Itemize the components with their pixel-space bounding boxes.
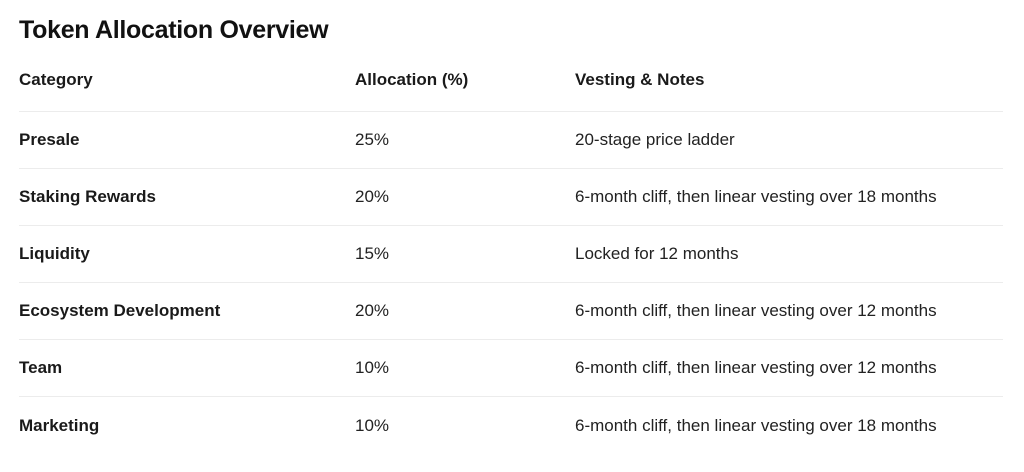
allocation-cell: 20% [355, 187, 390, 206]
table-row: Liquidity 15% Locked for 12 months [19, 226, 1003, 283]
category-cell: Presale [19, 130, 80, 149]
category-cell: Marketing [19, 415, 100, 435]
allocation-table: Category Allocation (%) Vesting & Notes … [19, 69, 1003, 454]
table-row: Staking Rewards 20% 6-month cliff, then … [19, 169, 1003, 226]
column-header-allocation: Allocation (%) [355, 70, 469, 89]
vesting-notes-cell: 6-month cliff, then linear vesting over … [575, 358, 937, 377]
table-row: Team 10% 6-month cliff, then linear vest… [19, 340, 1003, 397]
category-cell: Ecosystem Development [19, 301, 221, 320]
table-row: Presale 25% 20-stage price ladder [19, 112, 1003, 169]
allocation-cell: 25% [355, 130, 390, 149]
vesting-notes-cell: 6-month cliff, then linear vesting over … [575, 187, 937, 206]
allocation-cell: 20% [355, 301, 390, 320]
vesting-notes-cell: Locked for 12 months [575, 244, 739, 263]
table-row: Marketing 10% 6-month cliff, then linear… [19, 397, 1003, 454]
category-cell: Staking Rewards [19, 187, 156, 206]
vesting-notes-cell: 6-month cliff, then linear vesting over … [575, 301, 937, 320]
category-cell: Team [19, 358, 63, 377]
allocation-cell: 10% [355, 358, 390, 377]
table-row: Ecosystem Development 20% 6-month cliff,… [19, 283, 1003, 340]
allocation-cell: 10% [355, 415, 390, 435]
column-header-vesting-notes: Vesting & Notes [575, 70, 705, 89]
table-header-row: Category Allocation (%) Vesting & Notes [19, 69, 1003, 112]
column-header-category: Category [19, 70, 93, 89]
category-cell: Liquidity [19, 244, 90, 263]
vesting-notes-cell: 20-stage price ladder [575, 130, 735, 149]
vesting-notes-cell: 6-month cliff, then linear vesting over … [575, 415, 937, 435]
allocation-cell: 15% [355, 244, 390, 263]
page-title: Token Allocation Overview [19, 16, 329, 44]
